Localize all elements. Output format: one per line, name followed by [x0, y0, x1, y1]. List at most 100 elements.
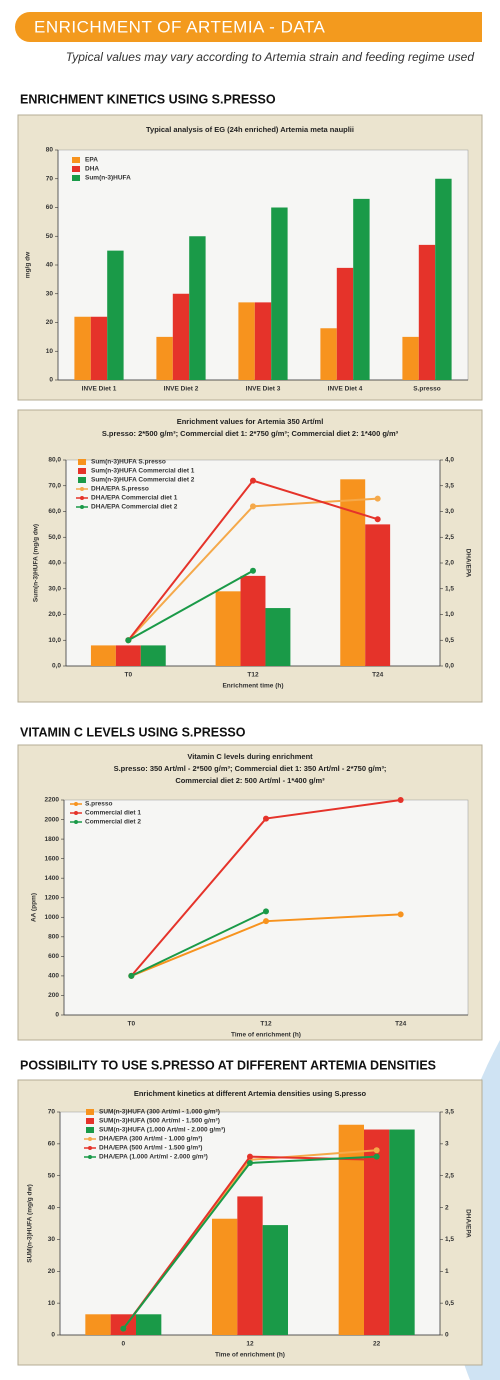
point [373, 1147, 380, 1154]
x-tick-label: T12 [247, 672, 259, 679]
legend-marker [74, 811, 78, 815]
y-axis-label: AA (ppm) [31, 893, 38, 922]
x-axis-label: Enrichment time (h) [222, 683, 283, 690]
y-tick-label: 50,0 [48, 534, 61, 541]
legend-marker [80, 487, 84, 491]
legend-marker [88, 1137, 92, 1141]
x-tick-label: 12 [246, 1341, 254, 1348]
y2-tick-label: 3 [445, 1141, 449, 1148]
y2-tick-label: 0,5 [445, 637, 454, 644]
y2-tick-label: 0,5 [445, 1300, 454, 1307]
bar [365, 524, 391, 666]
y-tick-label: 60,0 [48, 508, 61, 515]
point [397, 911, 404, 918]
bar [90, 316, 108, 380]
line [130, 910, 267, 977]
legend-label: DHA/EPA Commercial diet 1 [91, 495, 178, 502]
legend-label: Commercial diet 2 [85, 819, 141, 826]
chart-subtitle: S.presso: 350 Art/ml - 2*500 g/m³; Comme… [114, 764, 387, 773]
point [373, 1153, 380, 1160]
x-tick-label: S.presso [413, 386, 440, 393]
section-heading: ENRICHMENT KINETICS USING S.PRESSO [20, 92, 276, 106]
y-tick-label: 30 [48, 1236, 56, 1243]
y-tick-label: 1400 [45, 875, 60, 882]
x-tick-label: T24 [395, 1021, 407, 1028]
legend-swatch [78, 468, 86, 474]
y2-tick-label: 0,0 [445, 663, 454, 670]
y-tick-label: 0,0 [52, 663, 61, 670]
bar [238, 302, 255, 380]
y-axis-label: Sum(n-3)HUFA (mg/g dw) [33, 524, 40, 602]
y-tick-label: 70,0 [48, 482, 61, 489]
y-tick-label: 80,0 [48, 457, 61, 464]
legend-swatch [86, 1127, 94, 1133]
bar [320, 328, 337, 380]
point [250, 503, 256, 510]
legend-label: DHA [85, 166, 99, 173]
legend-label: DHA/EPA (1.000 Art/ml - 2.000 g/m³) [99, 1154, 208, 1161]
y-tick-label: 10 [48, 1300, 56, 1307]
y-tick-label: 30,0 [48, 585, 61, 592]
legend-label: Sum(n-3)HUFA [85, 175, 131, 182]
chart-subtitle: Commercial diet 2: 500 Art/ml - 1*400 g/… [175, 776, 325, 785]
bar [115, 645, 141, 666]
bar [338, 1124, 364, 1335]
y-tick-label: 30 [46, 290, 54, 297]
chart-title: Vitamin C levels during enrichment [187, 752, 313, 761]
y-tick-label: 0 [49, 377, 53, 384]
legend-label: Sum(n-3)HUFA Commercial diet 1 [91, 468, 195, 475]
y-tick-label: 70 [46, 175, 54, 182]
y2-tick-label: 1,0 [445, 611, 454, 618]
y-tick-label: 50 [46, 233, 54, 240]
point [263, 918, 269, 925]
legend-label: DHA/EPA Commercial diet 2 [91, 504, 178, 511]
y2-axis-label: DHA/EPA [464, 549, 471, 578]
bar [340, 479, 366, 666]
bar [435, 178, 452, 380]
section-heading: VITAMIN C LEVELS USING S.PRESSO [20, 725, 246, 739]
y2-axis-label: DHA/EPA [464, 1209, 471, 1238]
point [128, 972, 135, 979]
y2-tick-label: 1 [445, 1268, 449, 1275]
point [120, 1325, 127, 1332]
point [397, 797, 404, 803]
x-tick-label: T24 [372, 672, 384, 679]
y-tick-label: 80 [46, 147, 54, 154]
bar [262, 1225, 288, 1335]
y-axis-label: SUM(n-3)HUFA (mg/g dw) [27, 1184, 34, 1262]
y-tick-label: 20 [48, 1268, 56, 1275]
y2-tick-label: 0 [445, 1332, 449, 1339]
legend-marker [74, 802, 78, 806]
y-tick-label: 20 [46, 319, 54, 326]
bar [353, 198, 370, 380]
y-tick-label: 60 [48, 1141, 56, 1148]
bar [107, 250, 124, 380]
bar [237, 1196, 263, 1335]
bar [85, 1314, 111, 1335]
legend-label: EPA [85, 157, 98, 164]
y-tick-label: 40 [48, 1204, 56, 1211]
legend-swatch [86, 1118, 94, 1124]
y2-tick-label: 3,5 [445, 482, 454, 489]
chart-title: Enrichment kinetics at different Artemia… [134, 1089, 367, 1098]
legend-marker [80, 505, 84, 509]
x-axis-label: Time of enrichment (h) [231, 1032, 301, 1039]
chart-title: Enrichment values for Artemia 350 Art/ml [177, 417, 324, 426]
section-heading: POSSIBILITY TO USE S.PRESSO AT DIFFERENT… [20, 1058, 436, 1072]
point [250, 567, 256, 574]
bar [189, 236, 206, 380]
y2-tick-label: 3,5 [445, 1109, 454, 1116]
y2-tick-label: 2,5 [445, 534, 454, 541]
legend-marker [88, 1155, 92, 1159]
legend-label: S.presso [85, 801, 112, 808]
bar [172, 293, 190, 380]
bar [136, 1314, 162, 1335]
y-tick-label: 60 [46, 204, 54, 211]
x-axis-label: Time of enrichment (h) [215, 1352, 285, 1359]
legend-marker [88, 1146, 92, 1150]
legend-label: SUM(n-3)HUFA (300 Art/ml - 1.000 g/m³) [99, 1109, 220, 1116]
y-tick-label: 40 [46, 262, 54, 269]
x-tick-label: T0 [128, 1021, 136, 1028]
x-tick-label: INVE Diet 4 [328, 386, 363, 393]
bar [140, 645, 166, 666]
